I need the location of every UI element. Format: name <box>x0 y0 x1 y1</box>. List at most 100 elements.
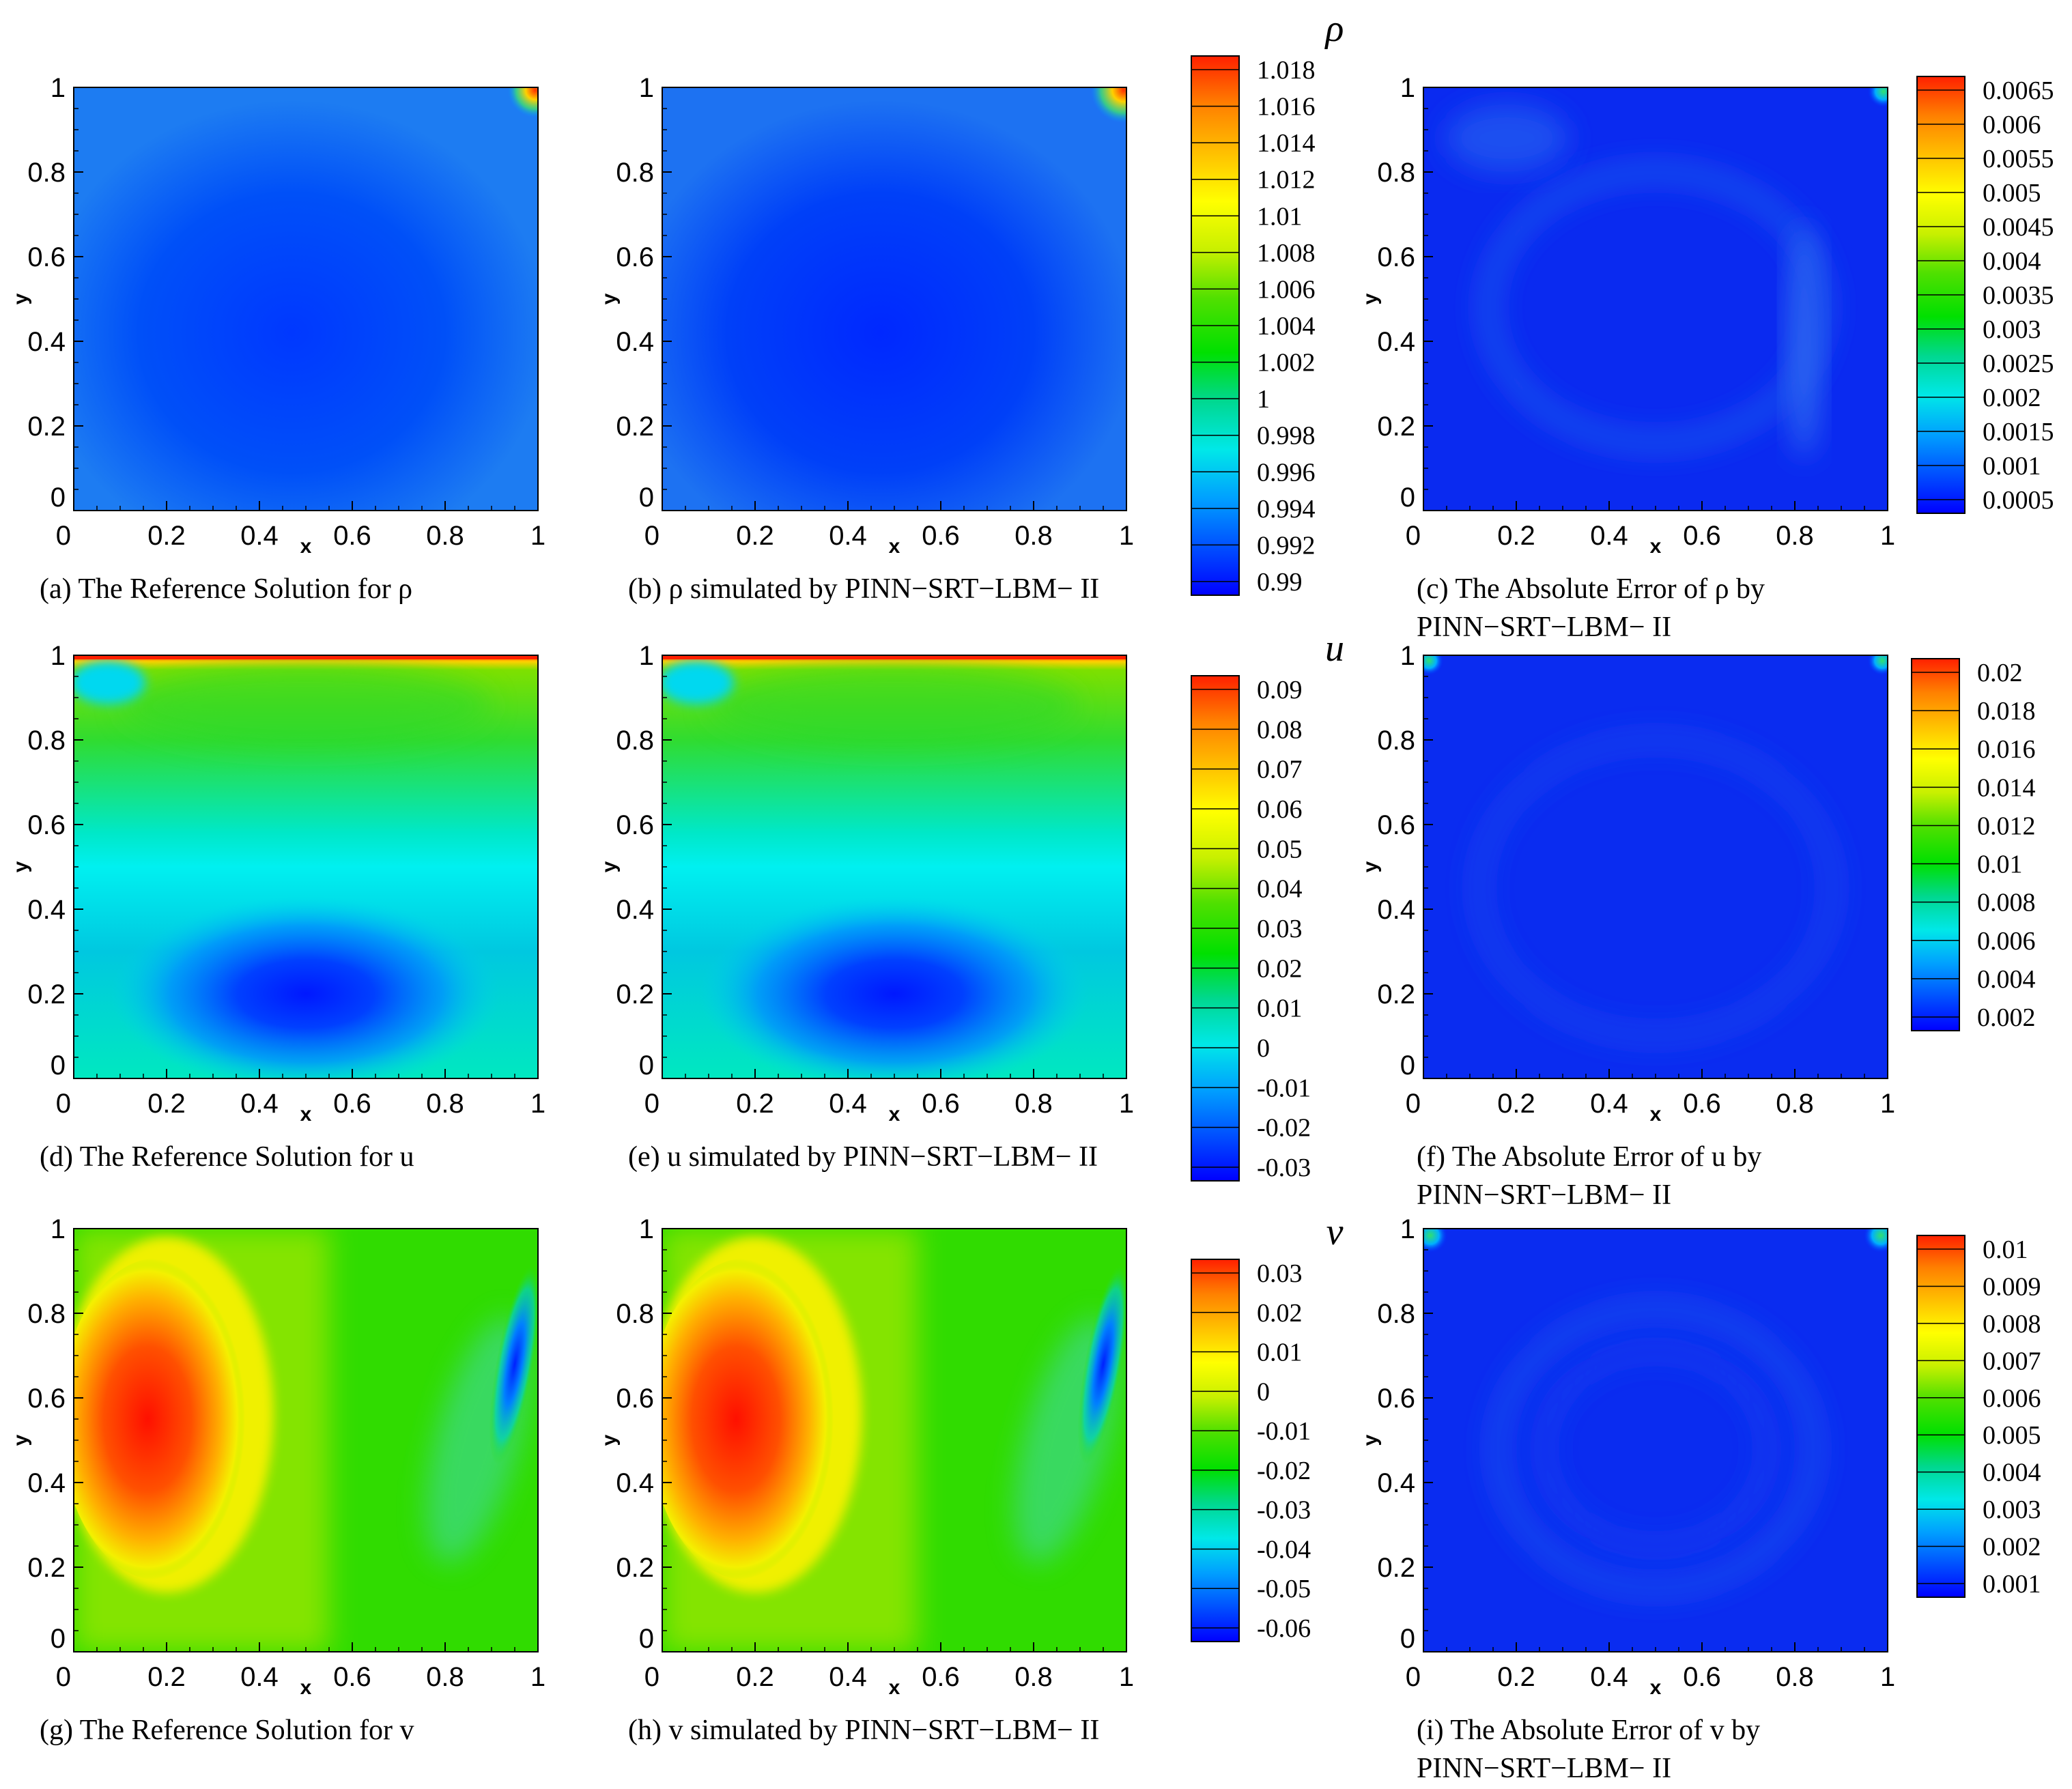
x-tick-label: 0.8 <box>1014 1662 1053 1692</box>
colorbar-label: 0.003 <box>1983 1495 2041 1524</box>
colorbar-label: -0.06 <box>1257 1614 1311 1643</box>
colorbar-cb-rho-err: 0.0065 0.006 0.0055 0.005 0.0045 0.004 0.0035 0… <box>1916 76 2054 515</box>
panel-caption: (e) u simulated by PINN−SRT−LBM− II <box>628 1141 1098 1173</box>
colorbar-label: 0.01 <box>1257 994 1303 1023</box>
heatmap-rho_pinn <box>662 87 1126 511</box>
colorbar-label: 0.004 <box>1983 247 2041 276</box>
y-tick-label: 0.4 <box>616 1468 654 1498</box>
x-tick-label: 0.2 <box>1497 521 1535 551</box>
x-tick-label: 0.2 <box>736 521 774 551</box>
y-tick-label: 0.4 <box>27 895 66 925</box>
x-tick-label: 1 <box>530 1089 545 1119</box>
x-axis-title: x <box>889 535 900 558</box>
x-tick-label: 0 <box>56 1662 71 1692</box>
x-tick-label: 0.2 <box>736 1089 774 1119</box>
y-axis-title: y <box>598 1434 621 1446</box>
x-tick-label: 0.8 <box>1776 1089 1814 1119</box>
colorbar-cb-u-err: 0.02 0.018 0.016 0.014 0.012 0.01 0.008 0.006 0.… <box>1911 658 2036 1032</box>
y-tick-label: 0 <box>1400 483 1415 513</box>
x-tick-label: 0.2 <box>1497 1089 1535 1119</box>
x-tick-label: 0 <box>644 1089 659 1119</box>
x-tick-label: 1 <box>530 1662 545 1692</box>
y-tick-label: 0.4 <box>27 1468 66 1498</box>
colorbar-label: 1.012 <box>1257 166 1316 195</box>
x-tick-label: 1 <box>1880 1662 1895 1692</box>
panel-g: 0 0 0.2 0.2 0.4 0.4 0.6 0.6 0.8 0.8 1 1 x y (g) The Re… <box>10 1214 545 1746</box>
x-tick-label: 0.4 <box>829 1662 867 1692</box>
x-tick-label: 0.6 <box>922 1662 960 1692</box>
y-tick-label: 0.6 <box>616 810 654 840</box>
panel-caption: (i) The Absolute Error of v by <box>1417 1715 1760 1746</box>
colorbar-label: -0.01 <box>1257 1074 1311 1102</box>
x-axis-title: x <box>1650 1103 1662 1126</box>
y-tick-label: 1 <box>639 73 654 103</box>
x-tick-label: 0 <box>644 1662 659 1692</box>
x-axis-title: x <box>300 1103 312 1126</box>
colorbar-title: u <box>1325 627 1344 670</box>
x-tick-label: 1 <box>1880 1089 1895 1119</box>
colorbar-label: 0.0045 <box>1983 213 2054 242</box>
x-tick-label: 0.6 <box>333 1662 371 1692</box>
x-axis-title: x <box>889 1676 900 1699</box>
x-tick-label: 1 <box>1119 1662 1134 1692</box>
colorbar-label: 0.996 <box>1257 458 1316 487</box>
y-tick-label: 0.8 <box>616 726 654 756</box>
colorbar-label: 0.998 <box>1257 422 1316 450</box>
y-tick-label: 0.6 <box>616 1384 654 1414</box>
colorbar-cb-u: 0.09 0.08 0.07 0.06 0.05 0.04 0.03 0.02 0.01 0 -0.… <box>1191 627 1344 1182</box>
colorbar-label: 0.005 <box>1983 1421 2041 1450</box>
x-tick-label: 0 <box>1406 1089 1421 1119</box>
x-axis-title: x <box>1650 1676 1662 1699</box>
heatmap-v_ref <box>74 1229 538 1652</box>
colorbar-label: 1.006 <box>1257 275 1316 304</box>
x-tick-label: 0.2 <box>147 1662 186 1692</box>
x-tick-label: 0.4 <box>1590 521 1628 551</box>
panel-caption: (b) ρ simulated by PINN−SRT−LBM− II <box>628 573 1099 605</box>
colorbar-label: 0.992 <box>1257 531 1316 560</box>
panel-a: 0 0 0.2 0.2 0.4 0.4 0.6 0.6 0.8 0.8 1 1 x y (a) The Re… <box>10 73 545 605</box>
y-tick-label: 0.2 <box>1377 979 1415 1010</box>
heatmap-v_err <box>1423 1229 1888 1652</box>
colorbar-label: 1.016 <box>1257 93 1316 121</box>
colorbar-label: 0.07 <box>1257 756 1303 784</box>
y-tick-label: 0.2 <box>27 412 66 442</box>
y-tick-label: 0 <box>639 1624 654 1654</box>
colorbar-label: -0.05 <box>1257 1575 1311 1603</box>
colorbar-label: 0.003 <box>1983 315 2041 344</box>
y-tick-label: 0 <box>639 1050 654 1080</box>
colorbar-label: 0 <box>1257 1377 1270 1406</box>
heatmap-rho_ref <box>74 87 538 511</box>
panel-caption: (g) The Reference Solution for v <box>40 1715 414 1746</box>
y-tick-label: 0.6 <box>616 242 654 272</box>
colorbar-label: 0.01 <box>1257 1339 1303 1367</box>
panel-b: 0 0 0.2 0.2 0.4 0.4 0.6 0.6 0.8 0.8 1 1 x y (b) ρ simu… <box>598 73 1134 605</box>
colorbar-label: 0.009 <box>1983 1272 2041 1301</box>
x-tick-label: 0.2 <box>147 1089 186 1119</box>
x-tick-label: 0.4 <box>240 1089 279 1119</box>
panel-caption: (d) The Reference Solution for u <box>40 1141 414 1173</box>
y-tick-label: 0.6 <box>27 1384 66 1414</box>
y-tick-label: 0.4 <box>1377 895 1415 925</box>
colorbar-label: 0.994 <box>1257 495 1316 524</box>
colorbar-label: 1.008 <box>1257 239 1316 268</box>
panel-caption: PINN−SRT−LBM− II <box>1417 612 1671 643</box>
colorbar-label: 0.012 <box>1977 812 2036 840</box>
y-tick-label: 1 <box>639 1214 654 1244</box>
colorbar-label: 0.006 <box>1977 927 2036 956</box>
colorbar-label: 0.0025 <box>1983 349 2054 378</box>
colorbar-label: 0.002 <box>1983 384 2041 412</box>
x-axis-title: x <box>300 1676 312 1699</box>
colorbar-label: 0.007 <box>1983 1347 2041 1375</box>
y-tick-label: 0.2 <box>616 412 654 442</box>
colorbar-label: 0.06 <box>1257 795 1303 824</box>
panels-layer: 0 0 0.2 0.2 0.4 0.4 0.6 0.6 0.8 0.8 1 1 x y (a) The Re… <box>10 73 1895 1784</box>
panel-caption: (a) The Reference Solution for ρ <box>40 573 412 605</box>
panel-caption: (f) The Absolute Error of u by <box>1417 1141 1761 1173</box>
y-tick-label: 0.8 <box>27 1299 66 1329</box>
colorbar-label: 0.0035 <box>1983 281 2054 310</box>
colorbar-label: 0.0015 <box>1983 418 2054 446</box>
y-tick-label: 0.2 <box>1377 1553 1415 1583</box>
y-tick-label: 1 <box>639 641 654 671</box>
x-tick-label: 0.6 <box>922 521 960 551</box>
colorbar-label: -0.02 <box>1257 1114 1311 1143</box>
